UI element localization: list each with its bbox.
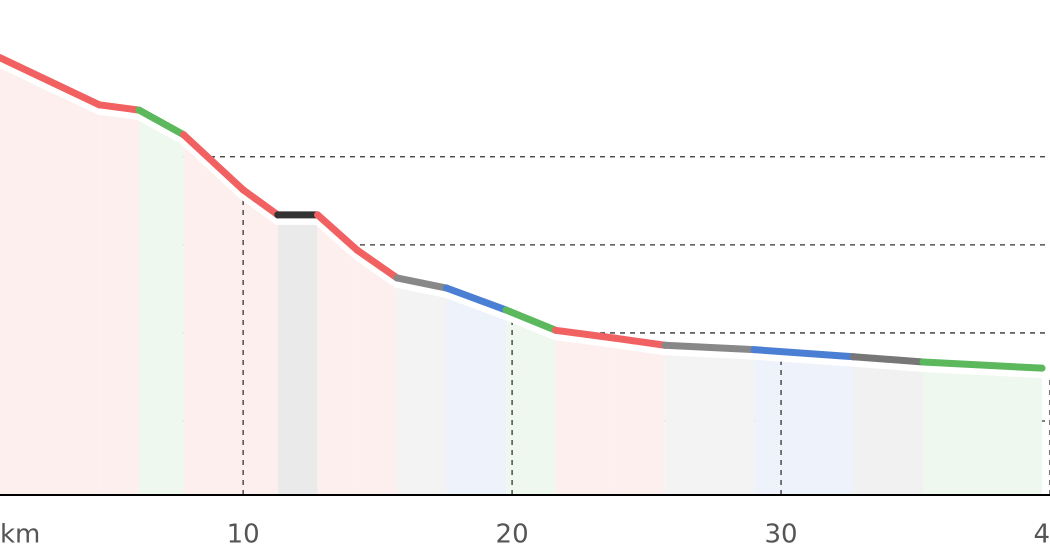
area-piece xyxy=(664,345,755,495)
area-piece xyxy=(0,57,100,495)
area-piece xyxy=(615,338,665,495)
profile-point xyxy=(95,101,103,109)
profile-segment xyxy=(502,306,560,334)
area-piece xyxy=(357,250,397,495)
profile-segment xyxy=(353,246,401,282)
profile-line xyxy=(0,58,1043,379)
x-tick-label: 10 xyxy=(227,520,260,550)
profile-point xyxy=(180,131,188,139)
profile-segment xyxy=(750,346,857,361)
profile-segment xyxy=(393,274,450,292)
area-piece xyxy=(243,189,278,495)
profile-point xyxy=(239,186,247,194)
profile-point xyxy=(135,106,143,114)
area-piece xyxy=(664,345,755,495)
profile-segment xyxy=(849,353,927,366)
profile-point xyxy=(274,211,282,219)
area-piece xyxy=(555,330,616,495)
area-piece xyxy=(615,338,665,495)
profile-segment xyxy=(661,341,758,354)
area-piece xyxy=(754,349,854,495)
profile-point xyxy=(661,341,669,349)
profile-point xyxy=(442,284,450,292)
area-piece xyxy=(317,214,358,496)
profile-segment xyxy=(314,211,361,254)
area-piece xyxy=(0,57,100,495)
profile-segment xyxy=(239,186,282,219)
profile-point xyxy=(552,326,560,334)
area-piece xyxy=(923,362,1042,495)
profile-point xyxy=(353,246,361,254)
x-tick-label: 20 xyxy=(496,520,529,550)
area-piece xyxy=(357,250,397,495)
area-piece xyxy=(243,189,278,495)
profile-point xyxy=(393,274,401,282)
area-piece xyxy=(853,356,924,495)
profile-point xyxy=(1038,364,1046,372)
profile-segment xyxy=(0,54,103,109)
profile-segment xyxy=(919,358,1046,372)
x-axis-label: km xyxy=(0,520,40,550)
area-piece xyxy=(446,288,507,495)
area-piece xyxy=(99,104,140,495)
profile-segment xyxy=(180,131,247,194)
profile-point xyxy=(849,353,857,361)
area-piece xyxy=(555,330,616,495)
area-piece xyxy=(853,356,924,495)
profile-segment xyxy=(552,326,619,342)
area-piece xyxy=(446,288,507,495)
profile-segment xyxy=(442,284,510,314)
profile-segment xyxy=(95,101,143,114)
profile-segment xyxy=(135,106,188,139)
area-piece xyxy=(506,310,556,495)
profile-point xyxy=(611,334,619,342)
area-piece xyxy=(506,310,556,495)
area-piece xyxy=(923,362,1042,495)
profile-point xyxy=(502,306,510,314)
area-piece xyxy=(277,214,318,496)
x-tick-label: 40 xyxy=(1033,520,1050,550)
area-piece xyxy=(396,277,447,495)
area-piece xyxy=(139,110,184,495)
area-piece xyxy=(396,277,447,495)
profile-segment xyxy=(611,334,669,349)
area-piece xyxy=(139,110,184,495)
area-piece xyxy=(754,349,854,495)
area-piece xyxy=(183,134,244,496)
profile-point xyxy=(0,54,4,62)
profile-point xyxy=(750,346,758,354)
area-piece xyxy=(183,134,244,496)
x-tick-label: 30 xyxy=(764,520,797,550)
profile-point xyxy=(919,358,927,366)
area-piece xyxy=(277,214,318,496)
profile-point xyxy=(314,211,322,219)
area-piece xyxy=(317,214,358,496)
area-piece xyxy=(99,104,140,495)
